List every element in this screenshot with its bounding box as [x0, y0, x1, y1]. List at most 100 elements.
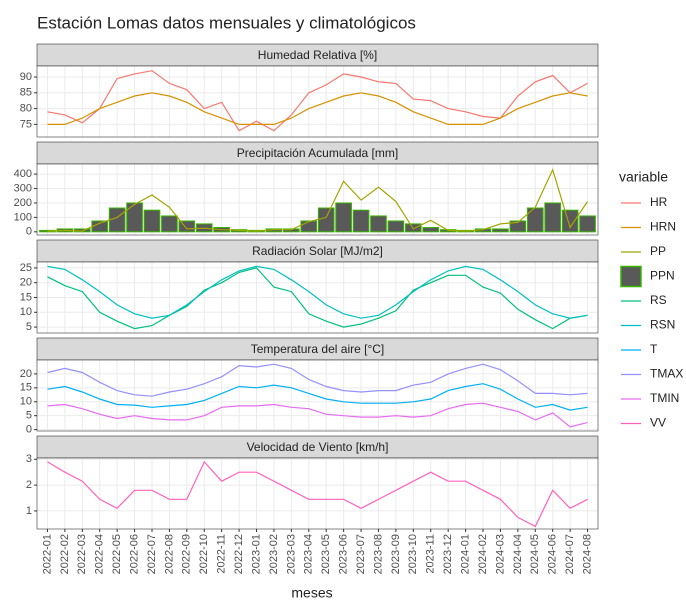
y-tick-label: 100 [14, 211, 32, 223]
bar [317, 207, 335, 233]
bar [509, 220, 527, 233]
strip-title: Precipitación Acumulada [mm] [237, 146, 398, 160]
x-tick-label: 2022-08 [163, 534, 175, 574]
bar [579, 215, 596, 233]
panel [37, 66, 598, 137]
bar [352, 209, 370, 233]
y-tick-label: 400 [14, 168, 32, 180]
legend-label: VV [650, 416, 666, 430]
y-tick-label: 300 [14, 182, 32, 194]
x-tick-label: 2023-02 [268, 534, 280, 574]
bar [387, 220, 405, 233]
bar [561, 209, 579, 233]
y-tick-label: 2 [26, 479, 32, 491]
legend-label: T [650, 342, 658, 356]
bar [178, 220, 196, 233]
y-tick-label: 5 [26, 321, 32, 333]
strip-title: Velocidad de Viento [km/h] [247, 440, 389, 454]
x-tick-label: 2022-12 [233, 534, 245, 574]
x-tick-label: 2023-07 [355, 534, 367, 574]
line [47, 70, 588, 132]
legend-label: RS [650, 293, 667, 307]
x-tick-label: 2023-10 [407, 534, 419, 574]
x-tick-label: 2024-03 [494, 534, 506, 574]
x-tick-label: 2022-01 [41, 534, 53, 574]
y-tick-label: 90 [20, 71, 32, 83]
line [47, 265, 588, 319]
bar [108, 207, 126, 233]
panel-border [36, 261, 599, 334]
bar [143, 209, 161, 233]
bar [422, 226, 440, 233]
x-tick-label: 2023-08 [372, 534, 384, 574]
y-tick-label: 25 [20, 262, 32, 274]
panel-border [36, 65, 599, 138]
legend-label: TMIN [650, 391, 679, 405]
x-tick-label: 2024-07 [564, 534, 576, 574]
legend-key [620, 265, 642, 288]
bar [161, 215, 178, 233]
x-tick-label: 2023-03 [285, 534, 297, 574]
y-tick-label: 15 [20, 291, 32, 303]
x-tick-label: 2022-02 [59, 534, 71, 574]
legend-label: HR [650, 195, 668, 209]
legend-label: RSN [650, 318, 675, 332]
x-axis-label: meses [291, 585, 332, 601]
line [47, 363, 588, 397]
x-tick-label: 2024-08 [581, 534, 593, 574]
y-tick-label: 10 [20, 306, 32, 318]
x-tick-label: 2024-02 [477, 534, 489, 574]
chart-title: Estación Lomas datos mensuales y climato… [37, 13, 416, 32]
bar [544, 202, 562, 233]
y-tick-label: 85 [20, 87, 32, 99]
y-tick-label: 20 [20, 368, 32, 380]
x-tick-label: 2024-06 [547, 534, 559, 574]
bar [126, 202, 143, 233]
x-tick-label: 2022-03 [76, 534, 88, 574]
legend-title: variable [619, 169, 668, 185]
line [47, 383, 588, 411]
x-tick-label: 2022-11 [216, 534, 228, 574]
x-tick-label: 2023-11 [425, 534, 437, 574]
legend-label: HRN [650, 220, 676, 234]
y-tick-label: 15 [20, 382, 32, 394]
y-tick-label: 200 [14, 197, 32, 209]
x-tick-label: 2022-05 [111, 534, 123, 574]
line [47, 92, 588, 125]
x-tick-label: 2023-09 [390, 534, 402, 574]
x-tick-label: 2024-05 [529, 534, 541, 574]
strip-title: Temperatura del aire [°C] [251, 342, 385, 356]
x-tick-label: 2024-04 [512, 534, 524, 574]
bar [492, 228, 509, 233]
y-tick-label: 0 [26, 424, 32, 436]
bar [300, 220, 318, 233]
y-tick-label: 20 [20, 277, 32, 289]
panel [37, 360, 598, 431]
x-tick-label: 2022-04 [94, 534, 106, 574]
y-tick-label: 5 [26, 410, 32, 422]
line [47, 460, 588, 528]
y-tick-label: 0 [26, 226, 32, 238]
bar [335, 202, 352, 233]
x-tick-label: 2022-06 [128, 534, 140, 574]
legend-label: PP [650, 244, 666, 258]
x-tick-label: 2023-01 [250, 534, 262, 574]
x-tick-label: 2022-10 [198, 534, 210, 574]
y-tick-label: 80 [20, 103, 32, 115]
line [47, 402, 588, 428]
y-tick-label: 3 [26, 453, 32, 465]
legend-label: PPN [650, 269, 675, 283]
x-tick-label: 2023-05 [320, 534, 332, 574]
x-tick-label: 2024-01 [459, 534, 471, 574]
line [47, 267, 588, 330]
panel-border [36, 359, 599, 432]
panel [37, 458, 598, 529]
bar [370, 215, 387, 233]
x-tick-label: 2022-09 [181, 534, 193, 574]
y-tick-label: 1 [26, 505, 32, 517]
strip-title: Radiación Solar [MJ/m2] [252, 244, 383, 258]
strip-title: Humedad Relativa [%] [258, 48, 377, 62]
panel-border [36, 163, 599, 236]
x-tick-label: 2023-04 [303, 534, 315, 574]
